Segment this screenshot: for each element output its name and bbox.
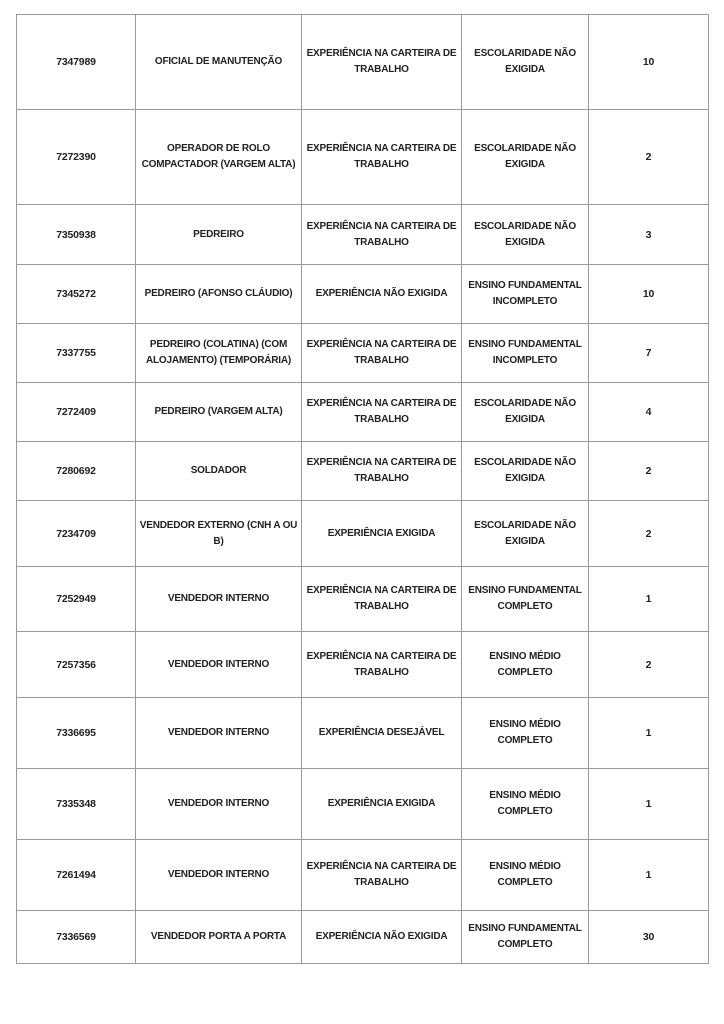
experience-cell: EXPERIÊNCIA NA CARTEIRA DE TRABALHO	[301, 14, 462, 110]
education-cell: ESCOLARIDADE NÃO EXIGIDA	[461, 204, 589, 265]
education-cell: ENSINO MÉDIO COMPLETO	[461, 697, 589, 769]
job-title-cell: VENDEDOR INTERNO	[135, 566, 302, 632]
experience-cell: EXPERIÊNCIA NA CARTEIRA DE TRABALHO	[301, 631, 462, 698]
experience-cell: EXPERIÊNCIA DESEJÁVEL	[301, 697, 462, 769]
table-row: 7280692 SOLDADOR EXPERIÊNCIA NA CARTEIRA D…	[16, 441, 709, 501]
table-row: 7234709 VENDEDOR EXTERNO (CNH A OU B) EXPE…	[16, 500, 709, 567]
vacancy-code-cell: 7261494	[16, 839, 136, 911]
table-row: 7336695 VENDEDOR INTERNO EXPERIÊNCIA DESEJ…	[16, 697, 709, 769]
vacancy-code-cell: 7336569	[16, 910, 136, 964]
job-title-cell: VENDEDOR INTERNO	[135, 697, 302, 769]
vacancy-code-cell: 7272409	[16, 382, 136, 442]
table-row: 7336569 VENDEDOR PORTA A PORTA EXPERIÊNCIA…	[16, 910, 709, 964]
vacancy-count-cell: 30	[588, 910, 709, 964]
vacancy-code-cell: 7337755	[16, 323, 136, 383]
job-title-cell: VENDEDOR INTERNO	[135, 839, 302, 911]
job-title-cell: PEDREIRO	[135, 204, 302, 265]
education-cell: ENSINO MÉDIO COMPLETO	[461, 839, 589, 911]
vacancy-code-cell: 7345272	[16, 264, 136, 324]
job-vacancies-table: 7347989 OFICIAL DE MANUTENÇÃO EXPERIÊNCIA …	[16, 14, 709, 964]
vacancy-count-cell: 10	[588, 14, 709, 110]
vacancy-count-cell: 2	[588, 500, 709, 567]
education-cell: ENSINO MÉDIO COMPLETO	[461, 768, 589, 840]
education-cell: ENSINO MÉDIO COMPLETO	[461, 631, 589, 698]
experience-cell: EXPERIÊNCIA NA CARTEIRA DE TRABALHO	[301, 109, 462, 205]
education-cell: ESCOLARIDADE NÃO EXIGIDA	[461, 500, 589, 567]
experience-cell: EXPERIÊNCIA NA CARTEIRA DE TRABALHO	[301, 839, 462, 911]
vacancy-count-cell: 4	[588, 382, 709, 442]
experience-cell: EXPERIÊNCIA NA CARTEIRA DE TRABALHO	[301, 566, 462, 632]
job-title-cell: OPERADOR DE ROLO COMPACTADOR (VARGEM ALT…	[135, 109, 302, 205]
experience-cell: EXPERIÊNCIA NA CARTEIRA DE TRABALHO	[301, 204, 462, 265]
table-row: 7337755 PEDREIRO (COLATINA) (COM ALOJAMEN…	[16, 323, 709, 383]
table-row: 7252949 VENDEDOR INTERNO EXPERIÊNCIA NA CA…	[16, 566, 709, 632]
education-cell: ESCOLARIDADE NÃO EXIGIDA	[461, 441, 589, 501]
experience-cell: EXPERIÊNCIA NA CARTEIRA DE TRABALHO	[301, 382, 462, 442]
table-row: 7345272 PEDREIRO (AFONSO CLÁUDIO) EXPERIÊN…	[16, 264, 709, 324]
job-title-cell: VENDEDOR EXTERNO (CNH A OU B)	[135, 500, 302, 567]
education-cell: ENSINO FUNDAMENTAL INCOMPLETO	[461, 323, 589, 383]
experience-cell: EXPERIÊNCIA NÃO EXIGIDA	[301, 264, 462, 324]
vacancy-code-cell: 7335348	[16, 768, 136, 840]
experience-cell: EXPERIÊNCIA NA CARTEIRA DE TRABALHO	[301, 323, 462, 383]
table-row: 7350938 PEDREIRO EXPERIÊNCIA NA CARTEIRA D…	[16, 204, 709, 265]
vacancy-code-cell: 7350938	[16, 204, 136, 265]
table-row: 7272390 OPERADOR DE ROLO COMPACTADOR (VAR…	[16, 109, 709, 205]
job-title-cell: VENDEDOR PORTA A PORTA	[135, 910, 302, 964]
education-cell: ESCOLARIDADE NÃO EXIGIDA	[461, 382, 589, 442]
vacancy-count-cell: 2	[588, 631, 709, 698]
vacancy-code-cell: 7234709	[16, 500, 136, 567]
job-title-cell: PEDREIRO (VARGEM ALTA)	[135, 382, 302, 442]
vacancy-code-cell: 7257356	[16, 631, 136, 698]
vacancy-count-cell: 1	[588, 566, 709, 632]
table-row: 7261494 VENDEDOR INTERNO EXPERIÊNCIA NA CA…	[16, 839, 709, 911]
education-cell: ENSINO FUNDAMENTAL INCOMPLETO	[461, 264, 589, 324]
vacancy-count-cell: 3	[588, 204, 709, 265]
job-title-cell: PEDREIRO (COLATINA) (COM ALOJAMENTO) (TE…	[135, 323, 302, 383]
vacancy-count-cell: 1	[588, 839, 709, 911]
vacancy-code-cell: 7272390	[16, 109, 136, 205]
education-cell: ENSINO FUNDAMENTAL COMPLETO	[461, 566, 589, 632]
vacancy-count-cell: 1	[588, 697, 709, 769]
vacancy-count-cell: 2	[588, 441, 709, 501]
experience-cell: EXPERIÊNCIA NA CARTEIRA DE TRABALHO	[301, 441, 462, 501]
vacancy-code-cell: 7336695	[16, 697, 136, 769]
education-cell: ESCOLARIDADE NÃO EXIGIDA	[461, 109, 589, 205]
job-title-cell: VENDEDOR INTERNO	[135, 768, 302, 840]
job-title-cell: OFICIAL DE MANUTENÇÃO	[135, 14, 302, 110]
table-row: 7335348 VENDEDOR INTERNO EXPERIÊNCIA EXIGI…	[16, 768, 709, 840]
experience-cell: EXPERIÊNCIA EXIGIDA	[301, 768, 462, 840]
vacancy-count-cell: 1	[588, 768, 709, 840]
table-row: 7272409 PEDREIRO (VARGEM ALTA) EXPERIÊNCIA…	[16, 382, 709, 442]
table-row: 7347989 OFICIAL DE MANUTENÇÃO EXPERIÊNCIA …	[16, 14, 709, 110]
education-cell: ENSINO FUNDAMENTAL COMPLETO	[461, 910, 589, 964]
vacancy-code-cell: 7280692	[16, 441, 136, 501]
job-title-cell: SOLDADOR	[135, 441, 302, 501]
experience-cell: EXPERIÊNCIA NÃO EXIGIDA	[301, 910, 462, 964]
job-title-cell: PEDREIRO (AFONSO CLÁUDIO)	[135, 264, 302, 324]
table-row: 7257356 VENDEDOR INTERNO EXPERIÊNCIA NA CA…	[16, 631, 709, 698]
vacancy-count-cell: 7	[588, 323, 709, 383]
experience-cell: EXPERIÊNCIA EXIGIDA	[301, 500, 462, 567]
vacancy-count-cell: 2	[588, 109, 709, 205]
vacancy-code-cell: 7252949	[16, 566, 136, 632]
vacancy-code-cell: 7347989	[16, 14, 136, 110]
job-title-cell: VENDEDOR INTERNO	[135, 631, 302, 698]
education-cell: ESCOLARIDADE NÃO EXIGIDA	[461, 14, 589, 110]
vacancy-count-cell: 10	[588, 264, 709, 324]
